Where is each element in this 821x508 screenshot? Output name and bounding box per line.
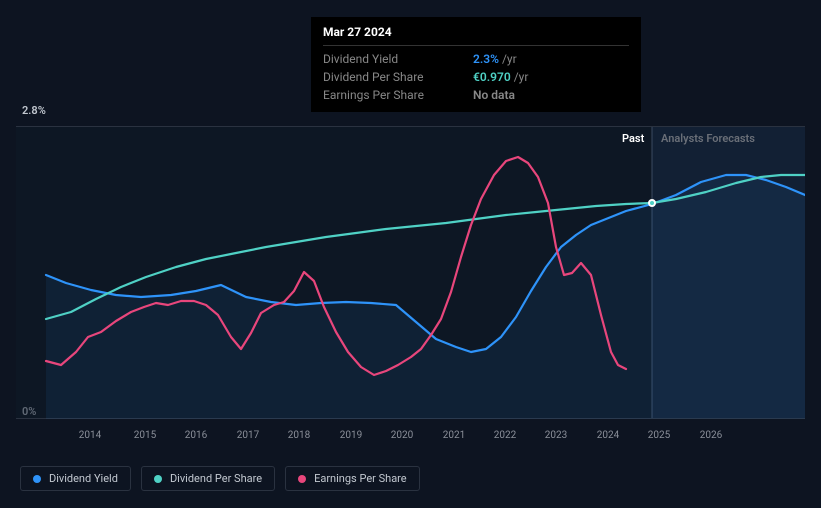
chart-legend: Dividend Yield Dividend Per Share Earnings…: [20, 466, 420, 491]
current-marker-dot: [648, 199, 656, 207]
legend-dot-icon: [33, 475, 41, 483]
legend-dot-icon: [154, 475, 162, 483]
tooltip-row-label: Dividend Yield: [323, 52, 473, 66]
x-axis-tick-label: 2026: [700, 430, 722, 441]
x-axis-tick-label: 2018: [288, 430, 310, 441]
past-section-label: Past: [622, 132, 644, 145]
legend-item[interactable]: Dividend Per Share: [141, 466, 275, 491]
legend-item[interactable]: Earnings Per Share: [285, 466, 420, 491]
chart-tooltip: Mar 27 2024 Dividend Yield2.3%/yrDividen…: [311, 17, 641, 112]
tooltip-row-value: No data: [473, 88, 515, 102]
y-axis-max-label: 2.8%: [22, 104, 46, 117]
x-axis-tick-label: 2015: [134, 430, 156, 441]
legend-item-label: Dividend Yield: [49, 472, 118, 485]
tooltip-row-unit: /yr: [514, 70, 529, 84]
plot-area[interactable]: [16, 126, 805, 418]
tooltip-row-label: Dividend Per Share: [323, 70, 473, 84]
tooltip-row-label: Earnings Per Share: [323, 88, 473, 102]
dividend-chart: 2.8% 0% Past Analysts Forecasts 20142015…: [16, 108, 805, 468]
legend-item-label: Earnings Per Share: [314, 472, 407, 485]
x-axis-tick-label: 2020: [391, 430, 413, 441]
legend-item-label: Dividend Per Share: [170, 472, 262, 485]
x-axis-tick-label: 2025: [648, 430, 670, 441]
x-axis-tick-label: 2021: [443, 430, 465, 441]
tooltip-date: Mar 27 2024: [323, 25, 629, 46]
x-axis-labels: 2014 2015 2016 2017 2018 2019 2020 2021 2022 2023…: [16, 430, 805, 446]
tooltip-row-value: €0.970: [473, 70, 511, 84]
tooltip-row: Earnings Per ShareNo data: [323, 86, 629, 104]
tooltip-row: Dividend Per Share€0.970/yr: [323, 68, 629, 86]
x-axis-tick-label: 2024: [597, 430, 619, 441]
tooltip-row-value: 2.3%: [473, 52, 499, 66]
x-axis-tick-label: 2017: [237, 430, 259, 441]
x-axis-tick-label: 2016: [185, 430, 207, 441]
x-axis-tick-label: 2014: [79, 430, 101, 441]
forecast-section-label: Analysts Forecasts: [661, 132, 755, 145]
x-axis-tick-label: 2022: [494, 430, 516, 441]
legend-dot-icon: [298, 475, 306, 483]
legend-item[interactable]: Dividend Yield: [20, 466, 131, 491]
tooltip-row-unit: /yr: [502, 52, 517, 66]
x-axis-tick-label: 2023: [545, 430, 567, 441]
chart-svg: [16, 127, 805, 419]
x-axis-tick-label: 2019: [340, 430, 362, 441]
tooltip-row: Dividend Yield2.3%/yr: [323, 50, 629, 68]
